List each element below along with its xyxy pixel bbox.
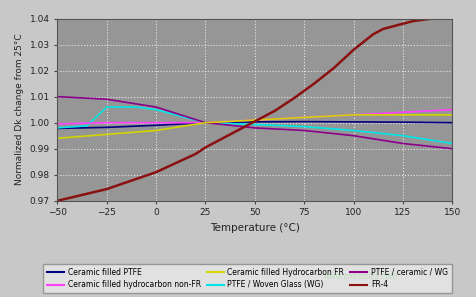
Legend: Ceramic filled PTFE, Ceramic filled hydrocarbon non-FR, Ceramic filled Hydrocarb: Ceramic filled PTFE, Ceramic filled hydr… [43, 264, 452, 293]
Y-axis label: Normalized Dk change from 25°C: Normalized Dk change from 25°C [15, 34, 24, 185]
X-axis label: Temperature (°C): Temperature (°C) [210, 223, 300, 233]
Text: www.chtronics.com: www.chtronics.com [324, 272, 398, 281]
